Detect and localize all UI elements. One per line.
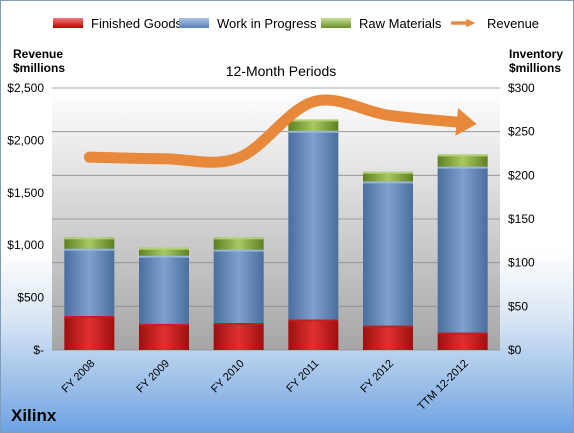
left-axis-tick-label: $1,000: [7, 238, 44, 252]
bar-cap-work-in-progress: [213, 249, 264, 252]
legend-item-raw-materials: Raw Materials: [321, 14, 441, 32]
revenue-line: [83, 94, 469, 168]
bar-cap-raw-materials: [437, 154, 488, 157]
legend-swatch-finished-goods: [53, 18, 83, 28]
bar-finished-goods: [288, 319, 339, 350]
bar-cap-raw-materials: [64, 237, 115, 240]
category-tick-label: FY 2008: [60, 358, 98, 396]
bar-raw-materials: [437, 154, 488, 167]
bar-finished-goods: [213, 322, 264, 350]
plot-title: 12-Month Periods: [225, 63, 337, 79]
bar-cap-work-in-progress: [139, 255, 189, 258]
legend-label-work-in-progress: Work in Progress: [217, 15, 317, 31]
bar-work-in-progress: [363, 181, 413, 326]
legend-swatch-revenue-arrow: [450, 18, 476, 28]
left-axis-tick-label: $1,500: [7, 186, 44, 200]
legend-label-finished-goods: Finished Goods: [91, 15, 183, 31]
bar-raw-materials: [213, 237, 264, 250]
left-axis-tick-label: $2,500: [7, 81, 44, 95]
legend-swatch-raw-materials: [321, 18, 351, 28]
bar-cap-work-in-progress: [437, 166, 488, 169]
legend-item-revenue: Revenue: [447, 14, 539, 32]
left-axis-tick-label: $2,000: [7, 133, 44, 147]
legend-item-work-in-progress: Work in Progress: [179, 14, 316, 32]
company-name: Xilinx: [11, 406, 57, 425]
bar-finished-goods: [64, 315, 115, 350]
bar-cap-finished-goods: [64, 315, 115, 318]
right-axis-tick-label: $0: [508, 343, 522, 357]
bar-finished-goods: [363, 325, 413, 350]
category-tick-label: FY 2009: [134, 358, 172, 396]
bar-cap-work-in-progress: [64, 248, 115, 251]
category-tick-label: FY 2010: [209, 358, 247, 396]
right-axis-tick-label: $250: [508, 125, 535, 139]
left-axis-tick-label: $500: [17, 291, 44, 305]
bar-work-in-progress: [64, 248, 115, 316]
bar-work-in-progress: [288, 130, 339, 320]
legend-label-revenue: Revenue: [487, 15, 540, 31]
bar-cap-raw-materials: [363, 171, 413, 174]
bar-finished-goods: [437, 332, 488, 350]
bar-raw-materials: [288, 119, 339, 131]
bar-raw-materials: [139, 247, 189, 256]
right-axis-title-line-2: $millions: [509, 61, 562, 75]
bar-raw-materials: [363, 171, 413, 182]
legend-item-finished-goods: Finished Goods: [53, 14, 182, 32]
bar-cap-finished-goods: [363, 325, 413, 328]
bar-work-in-progress: [213, 249, 264, 323]
right-axis-tick-label: $50: [508, 299, 528, 313]
right-axis-tick-label: $100: [508, 256, 535, 270]
right-axis-title-line-1: Inventory: [509, 47, 564, 61]
bar-cap-finished-goods: [139, 323, 189, 326]
category-tick-label: FY 2012: [358, 358, 396, 396]
bar-cap-raw-materials: [288, 119, 339, 122]
bar-finished-goods: [139, 323, 189, 350]
right-axis-title: Inventory $millions: [509, 47, 563, 75]
bar-cap-raw-materials: [139, 247, 189, 250]
legend-swatch-work-in-progress: [179, 18, 209, 28]
category-tick-label: FY 2011: [284, 358, 321, 395]
bar-cap-work-in-progress: [363, 181, 413, 184]
bar-cap-finished-goods: [213, 322, 264, 325]
left-axis-tick-label: $-: [33, 343, 44, 357]
right-axis-tick-label: $150: [508, 212, 535, 226]
revenue-arrowhead: [455, 108, 477, 136]
legend-label-raw-materials: Raw Materials: [359, 15, 442, 31]
bar-work-in-progress: [139, 255, 189, 324]
right-axis-tick-label: $300: [508, 81, 535, 95]
bar-work-in-progress: [437, 166, 488, 333]
bar-cap-finished-goods: [288, 319, 339, 322]
category-tick-label: TTM 12-2012: [416, 358, 471, 413]
right-axis-tick-label: $200: [508, 168, 535, 182]
bar-raw-materials: [64, 237, 115, 249]
bar-cap-raw-materials: [213, 237, 264, 240]
bar-cap-work-in-progress: [288, 130, 339, 133]
left-axis-title: Revenue $millions: [13, 47, 65, 75]
left-axis-title-line-2: $millions: [13, 61, 66, 75]
bar-cap-finished-goods: [437, 332, 488, 335]
left-axis-title-line-1: Revenue: [13, 47, 64, 61]
legend: Finished Goods Work in Progress Raw Mate…: [1, 11, 573, 35]
